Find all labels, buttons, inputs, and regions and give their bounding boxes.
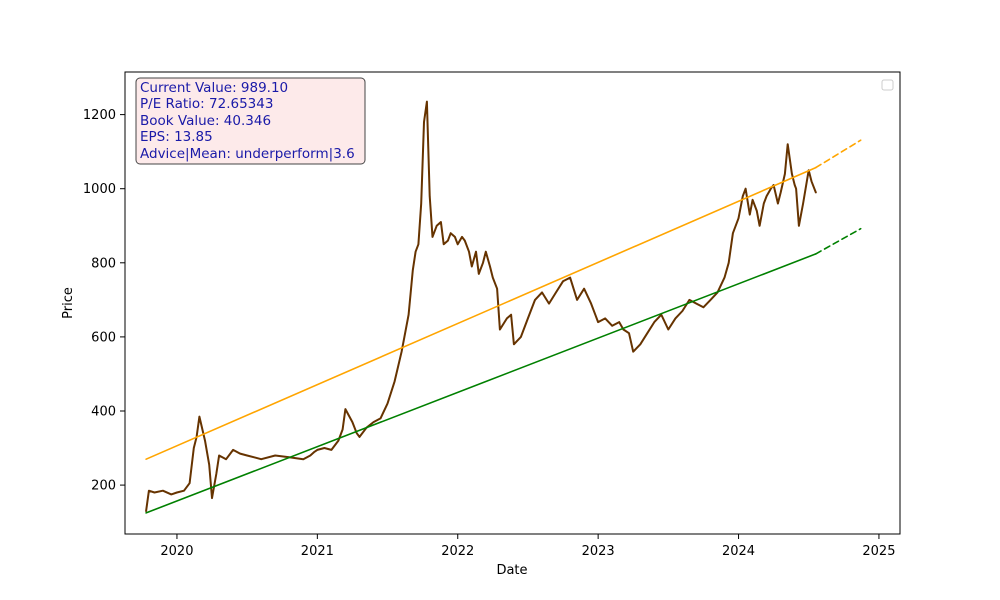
series-layer: [145, 100, 862, 514]
y-tick-label-200: 200: [91, 479, 116, 494]
x-tick-label-2023: 2023: [582, 544, 615, 559]
x-tick-label-2022: 2022: [441, 544, 474, 559]
series-upper-trend: [145, 166, 817, 461]
y-tick-label-600: 600: [91, 330, 116, 345]
y-axis: 200 400 600 800 1000 1200: [83, 108, 125, 494]
series-upper-projection: [814, 139, 862, 169]
info-current-value: Current Value: 989.10: [140, 80, 288, 96]
y-tick-label-1000: 1000: [83, 182, 116, 197]
info-pe-ratio: P/E Ratio: 72.65343: [140, 96, 273, 112]
info-box: Current Value: 989.10 P/E Ratio: 72.6534…: [135, 77, 366, 165]
y-tick-label-800: 800: [91, 256, 116, 271]
info-advice: Advice|Mean: underperform|3.6: [140, 146, 355, 162]
info-eps: EPS: 13.85: [140, 129, 213, 145]
x-axis: 2020 2021 2022 2023 2024 2025: [160, 534, 895, 559]
y-axis-title: Price: [61, 287, 76, 319]
x-tick-label-2021: 2021: [301, 544, 334, 559]
y-tick-label-1200: 1200: [83, 108, 116, 123]
series-lower-projection: [814, 227, 862, 255]
plot-frame: [124, 71, 901, 535]
series-price: [145, 100, 817, 512]
info-box-background: [135, 77, 366, 165]
series-lower-trend: [145, 253, 817, 514]
legend-box: [881, 79, 894, 91]
x-tick-label-2025: 2025: [862, 544, 895, 559]
x-axis-title: Date: [496, 563, 527, 578]
y-tick-label-400: 400: [91, 404, 116, 419]
x-tick-label-2020: 2020: [160, 544, 193, 559]
x-tick-label-2024: 2024: [722, 544, 755, 559]
info-book-value: Book Value: 40.346: [140, 113, 271, 129]
